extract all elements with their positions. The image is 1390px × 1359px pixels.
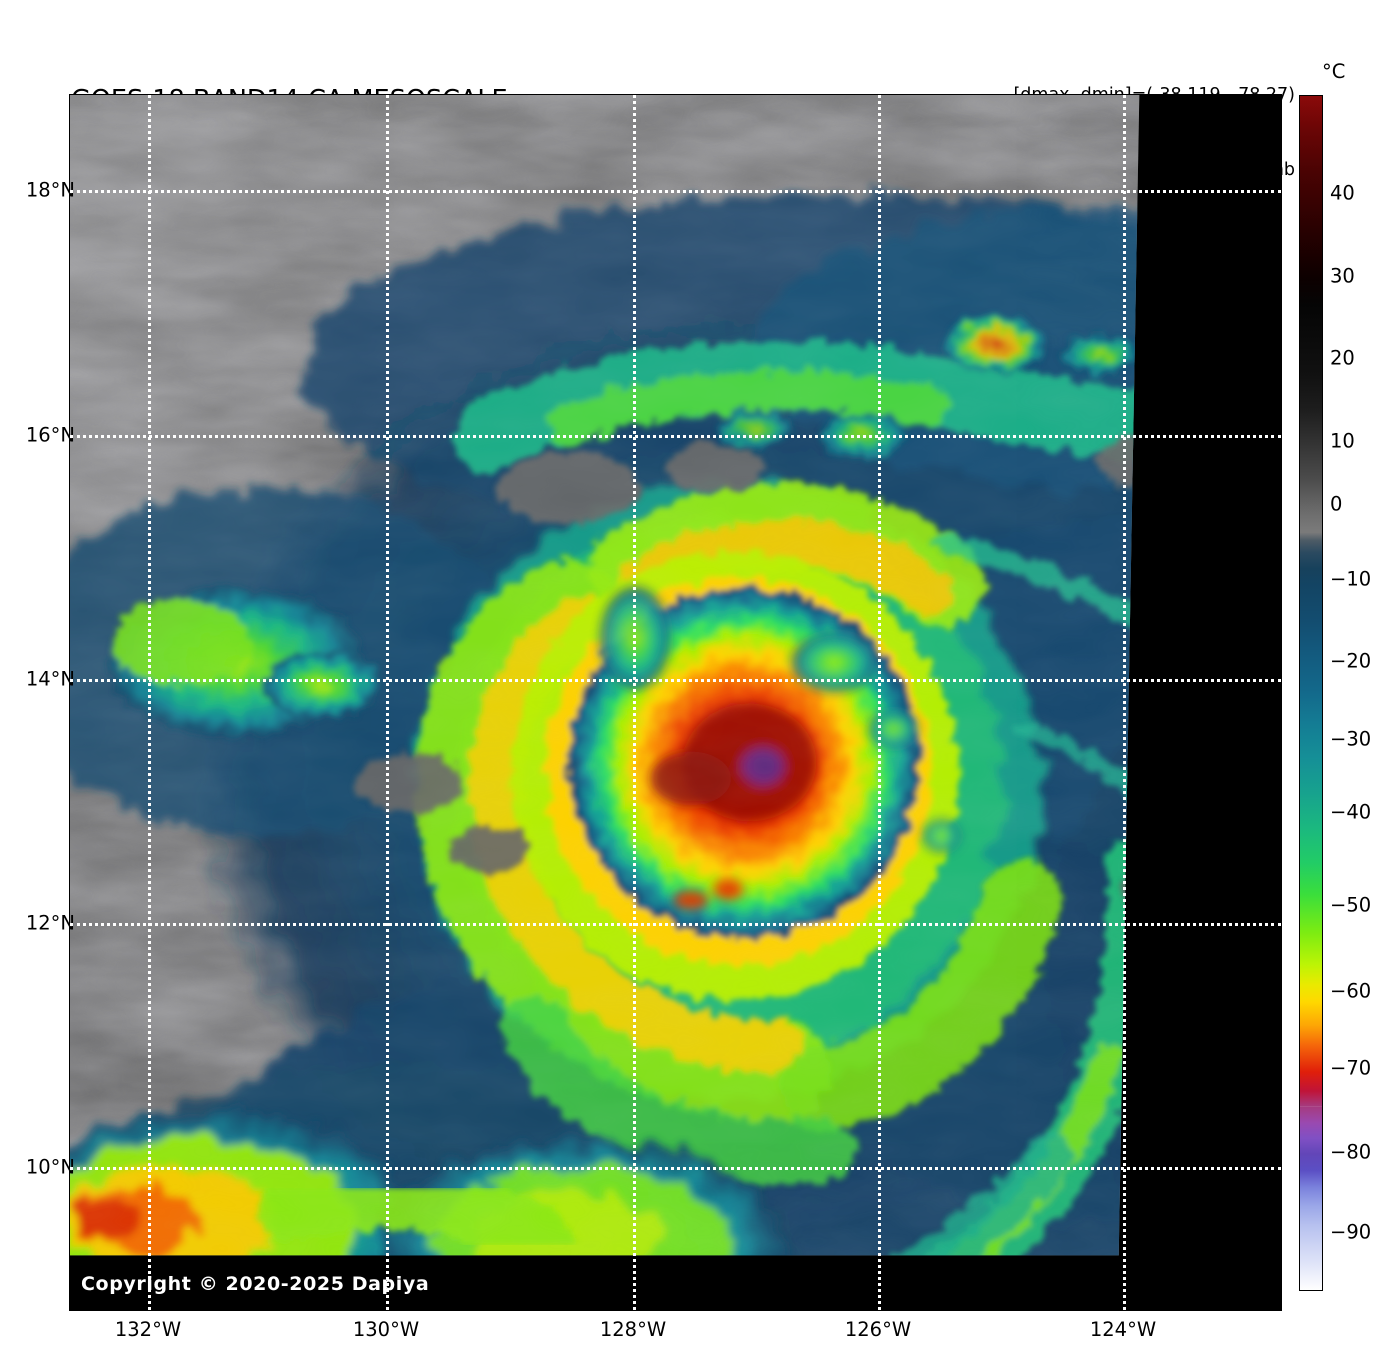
ytick-16n: 16°N [25,423,75,447]
ytick-18n: 18°N [25,178,75,202]
ytick-10n: 10°N [25,1155,75,1179]
colorbar [1299,95,1323,1291]
xtick-132w: 132°W [114,1318,182,1341]
cbtick-30: 30 [1330,264,1355,288]
colorbar-unit-label: °C [1322,60,1346,83]
xtick-124w: 124°W [1089,1318,1157,1341]
cbtick-10: 10 [1330,429,1355,453]
cbtick-m90: −90 [1330,1220,1372,1244]
satellite-image-plot: Copyright © 2020-2025 Dapiya [70,95,1281,1310]
colorbar-gradient [1299,95,1323,1291]
xtick-130w: 130°W [352,1318,420,1341]
cbtick-m60: −60 [1330,979,1372,1003]
cbtick-0: 0 [1330,492,1343,516]
satellite-swath [70,95,1140,1256]
ytick-12n: 12°N [25,911,75,935]
cbtick-20: 20 [1330,346,1355,370]
ir-cloud-field [70,95,1140,1256]
copyright-label: Copyright © 2020-2025 Dapiya [81,1273,430,1295]
cbtick-m70: −70 [1330,1056,1372,1080]
cbtick-m10: −10 [1330,567,1372,591]
cbtick-m30: −30 [1330,727,1372,751]
cbtick-m50: −50 [1330,893,1372,917]
xtick-126w: 126°W [844,1318,912,1341]
cbtick-m20: −20 [1330,649,1372,673]
ytick-14n: 14°N [25,667,75,691]
cbtick-40: 40 [1330,181,1355,205]
cbtick-m80: −80 [1330,1140,1372,1164]
cbtick-m40: −40 [1330,800,1372,824]
xtick-128w: 128°W [599,1318,667,1341]
